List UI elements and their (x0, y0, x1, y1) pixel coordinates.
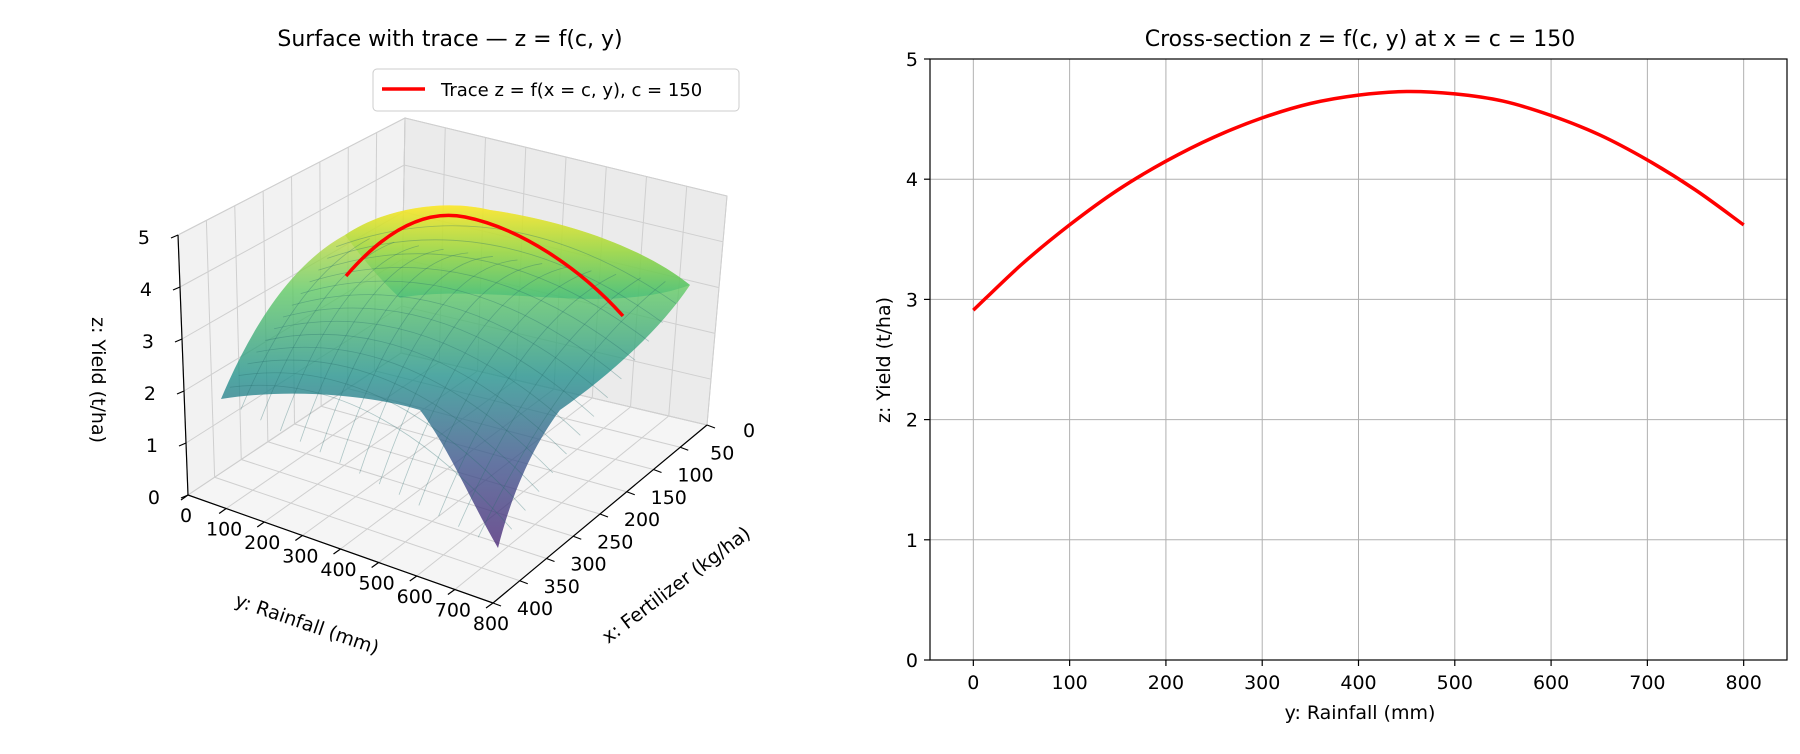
y-tick-label: 0 (906, 650, 918, 672)
legend: Trace z = f(x = c, y), c = 150 (372, 68, 740, 112)
right-panel-title: Cross-section z = f(c, y) at x = c = 150 (1145, 27, 1576, 52)
z-tick-label: 0 (148, 487, 160, 509)
x-tick-label: 50 (710, 442, 734, 464)
y-tick-label: 200 (244, 532, 280, 554)
x-tick-label: 100 (677, 465, 713, 487)
x-tick-label: 600 (1533, 672, 1569, 694)
x-tick-label: 200 (1148, 672, 1184, 694)
z-axis-label: z: Yield (t/ha) (87, 317, 109, 443)
x-tick-label: 350 (544, 576, 580, 598)
x-tick-mark (599, 513, 609, 518)
z-tick-mark (174, 338, 183, 343)
z-axis: 0 1 2 3 4 5 z: Yield (t/ha) (87, 227, 189, 509)
y-tick-label: 400 (320, 559, 356, 581)
x-tick-label: 0 (743, 420, 755, 442)
cross-section-x-ticks: 0 100 200 300 400 500 600 700 800 (967, 660, 1762, 694)
x-tick-label: 500 (1437, 672, 1473, 694)
z-tick-mark (178, 442, 187, 447)
x-tick-mark (706, 424, 716, 429)
cross-section-line (972, 89, 1745, 312)
y-tick-label: 600 (397, 586, 433, 608)
y-tick-label: 300 (282, 546, 318, 568)
x-tick-label: 400 (1340, 672, 1376, 694)
y-tick-label: 3 (906, 289, 918, 311)
y-tick-label: 5 (906, 49, 918, 71)
x-tick-mark (519, 580, 528, 585)
cross-section-grid (930, 58, 1787, 661)
y-tick-label: 700 (435, 600, 471, 622)
y-tick-label: 1 (906, 530, 918, 552)
z-tick-label: 5 (138, 227, 150, 249)
x-tick-mark (680, 446, 689, 451)
y-tick-mark (371, 562, 379, 568)
x-tick-label: 400 (517, 598, 553, 620)
x-tick-label: 700 (1629, 672, 1665, 694)
x-tick-mark (626, 491, 635, 496)
y-tick-mark (409, 575, 418, 582)
z-tick-label: 4 (140, 279, 152, 301)
y-tick-mark (333, 548, 341, 555)
z-tick-mark (172, 286, 181, 291)
y-tick-mark (485, 602, 494, 609)
y-tick-mark (218, 508, 227, 514)
x-tick-mark (492, 602, 502, 607)
y-tick-label: 2 (906, 410, 918, 432)
x-tick-label: 250 (597, 531, 633, 553)
cross-section-y-ticks: 0 1 2 3 4 5 (906, 49, 930, 672)
y-tick-mark (447, 589, 456, 595)
left-panel-title: Surface with trace — z = f(c, y) (277, 27, 622, 52)
y-tick-label: 0 (180, 505, 192, 527)
z-tick-label: 3 (142, 331, 154, 353)
surface-wireframe (229, 225, 677, 538)
y-tick-label: 800 (473, 613, 509, 635)
x-tick-label: 300 (570, 554, 606, 576)
cross-section-y-label: z: Yield (t/ha) (873, 297, 895, 423)
y-tick-mark (295, 535, 303, 541)
trace-curve-3d (344, 213, 625, 318)
x-tick-label: 100 (1051, 672, 1087, 694)
x-tick-mark (573, 535, 582, 540)
z-tick-label: 1 (146, 435, 158, 457)
y-tick-label: 500 (358, 573, 394, 595)
x-tick-label: 200 (624, 509, 660, 531)
y-tick-mark (180, 494, 189, 501)
z-tick-mark (170, 234, 179, 239)
x-tick-label: 300 (1244, 672, 1280, 694)
cross-section-x-label: y: Rainfall (mm) (1285, 702, 1436, 724)
y-axis-label-3d: y: Rainfall (mm) (232, 589, 382, 659)
y-tick-label: 4 (906, 169, 918, 191)
z-tick-mark (176, 390, 185, 395)
x-tick-label: 800 (1726, 672, 1762, 694)
surface-mesh (221, 205, 690, 548)
surface-top (345, 205, 690, 299)
y-tick-mark (256, 521, 265, 528)
x-tick-mark (546, 557, 555, 563)
z-tick-labels: 0 1 2 3 4 5 (138, 227, 189, 509)
x-tick-mark (653, 468, 662, 474)
x-tick-label: 0 (967, 672, 979, 694)
y-tick-label: 100 (206, 519, 242, 541)
surface-panel: Surface with trace — z = f(c, y) (87, 27, 755, 659)
cross-section-panel: Cross-section z = f(c, y) at x = c = 150… (873, 27, 1788, 724)
x-tick-label: 150 (651, 487, 687, 509)
legend-entry: Trace z = f(x = c, y), c = 150 (440, 80, 702, 101)
z-tick-label: 2 (144, 383, 156, 405)
